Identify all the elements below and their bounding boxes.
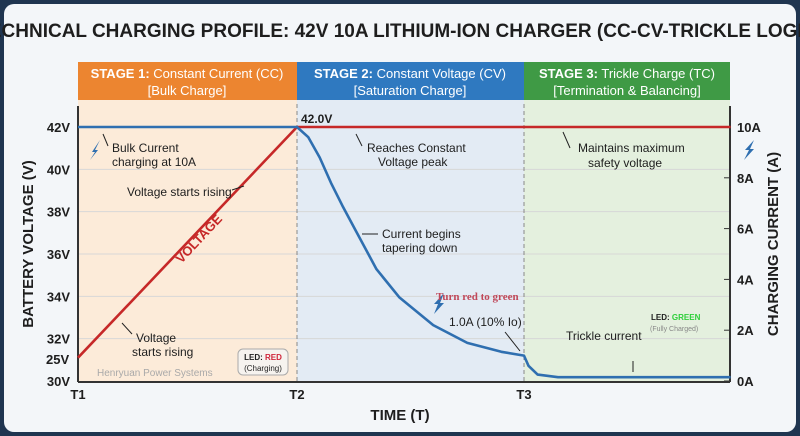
bulk-note-1: Bulk Current xyxy=(112,141,179,155)
watermark: Henryuan Power Systems xyxy=(97,368,213,379)
rising-low-2: starts rising xyxy=(132,345,193,359)
stage1-header xyxy=(78,62,297,100)
left-tick-label: 38V xyxy=(47,205,70,220)
x-axis-label: TIME (T) xyxy=(370,407,429,424)
bulk-note-2: charging at 10A xyxy=(112,155,196,169)
left-tick-label: 36V xyxy=(47,247,70,262)
stage2-header xyxy=(297,62,524,100)
left-tick-label: 42V xyxy=(47,120,70,135)
arrow xyxy=(121,322,133,335)
arrow xyxy=(231,185,245,191)
left-tick-label: 34V xyxy=(47,289,70,304)
right-tick-label: 8A xyxy=(737,171,754,186)
maintains-note-1: Maintains maximum xyxy=(578,141,685,155)
right-tick-label: 10A xyxy=(737,120,761,135)
stage2-title: STAGE 2: Constant Voltage (CV) xyxy=(314,66,506,81)
right-tick-label: 2A xyxy=(737,323,754,338)
cutoff-note: 1.0A (10% Io) xyxy=(449,315,522,329)
stage1-subtitle: [Bulk Charge] xyxy=(148,83,227,98)
right-tick-label: 4A xyxy=(737,272,754,287)
arrow xyxy=(562,131,571,149)
led-green-sub: (Fully Charged) xyxy=(650,326,698,333)
start-voltage-label: 25V xyxy=(46,352,69,367)
taper-note-2: tapering down xyxy=(382,241,457,255)
led-red-text: LED: RED xyxy=(244,353,282,362)
led-green-text: LED: GREEN xyxy=(651,313,701,322)
voltage-series-line xyxy=(77,125,731,359)
left-axis-label: BATTERY VOLTAGE (V) xyxy=(20,160,37,328)
stage3-subtitle: [Termination & Balancing] xyxy=(553,83,700,98)
right-axis-label: CHARGING CURRENT (A) xyxy=(765,152,782,336)
left-tick-label: 32V xyxy=(47,332,70,347)
maintains-note-2: safety voltage xyxy=(588,156,662,170)
stage3-header xyxy=(524,62,730,100)
stage2-subtitle: [Saturation Charge] xyxy=(354,83,467,98)
x-tick-label: T1 xyxy=(70,387,85,402)
stage1-title: STAGE 1: Constant Current (CC) xyxy=(91,66,284,81)
led-red-sub: (Charging) xyxy=(244,364,282,373)
rising-low-1: Voltage xyxy=(136,331,176,345)
reaches-note-2: Voltage peak xyxy=(378,155,448,169)
arrow xyxy=(102,133,109,147)
arrow xyxy=(355,133,363,147)
right-tick-label: 0A xyxy=(737,374,754,389)
gridlines xyxy=(78,168,730,340)
stage3-title: STAGE 3: Trickle Charge (TC) xyxy=(539,66,715,81)
reaches-note-1: Reaches Constant xyxy=(367,141,466,155)
arrow xyxy=(504,331,521,352)
x-tick-label: T2 xyxy=(289,387,304,402)
stage2-region xyxy=(297,100,524,382)
led-red-badge xyxy=(237,348,289,376)
left-tick-label: 30V xyxy=(47,374,70,389)
stage3-region xyxy=(524,100,730,382)
peak-label: 42.0V xyxy=(301,112,332,126)
current-series-line xyxy=(78,125,731,379)
lightning-icon xyxy=(434,293,444,314)
trickle-note: Trickle current xyxy=(566,329,642,343)
right-tick-label: 6A xyxy=(737,222,754,237)
lightning-icon xyxy=(90,140,100,160)
lightning-icon xyxy=(744,140,754,160)
taper-note-1: Current begins xyxy=(382,227,461,241)
title: TECHNICAL CHARGING PROFILE: 42V 10A LITH… xyxy=(0,21,800,42)
x-tick-label: T3 xyxy=(516,387,531,402)
rising-note: Voltage starts rising xyxy=(127,185,232,199)
turn-red-green-note: Turn red to green xyxy=(436,291,519,303)
left-tick-label: 40V xyxy=(47,162,70,177)
